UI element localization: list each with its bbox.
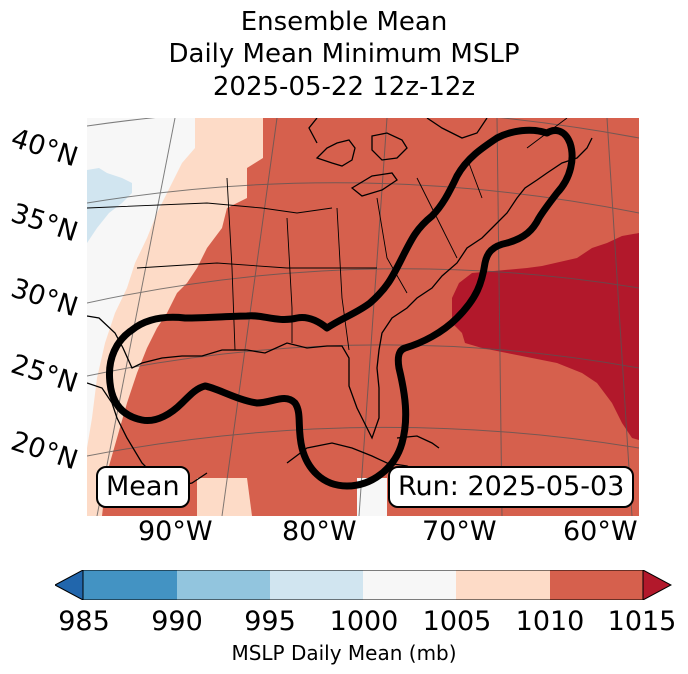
- colorbar-tick-990: 990: [151, 606, 203, 637]
- title-line-2: Daily Mean Minimum MSLP: [168, 39, 520, 69]
- field-1000-1005-south: [357, 478, 387, 516]
- map-panel: Mean Run: 2025-05-03: [87, 118, 639, 516]
- colorbar-segment-1005-1010: [456, 570, 550, 600]
- lon-label-80w: 80°W: [282, 516, 357, 547]
- lat-label-40n: 40°N: [7, 122, 82, 174]
- title-line-1: Ensemble Mean: [240, 7, 448, 37]
- map-svg: [87, 118, 639, 516]
- colorbar-segment-1000-1005: [363, 570, 456, 600]
- colorbar-tick-1015: 1015: [607, 606, 677, 637]
- colorbar: [55, 570, 672, 600]
- graticule: [87, 118, 639, 516]
- run-date-box: Run: 2025-05-03: [388, 466, 635, 508]
- field-995-1000: [87, 168, 132, 243]
- colorbar-tick-1000: 1000: [329, 606, 399, 637]
- lat-label-25n: 25°N: [7, 348, 82, 400]
- colorbar-tick-1005: 1005: [422, 606, 492, 637]
- colorbar-label: MSLP Daily Mean (mb): [231, 641, 457, 665]
- ensemble-contour: [105, 126, 576, 490]
- colorbar-segment-995-1000: [270, 570, 363, 600]
- colorbar-tick-985: 985: [58, 606, 110, 637]
- colorbar-tick-995: 995: [244, 606, 296, 637]
- lat-label-30n: 30°N: [7, 272, 82, 324]
- colorbar-segment-985-990: [83, 570, 177, 600]
- lon-label-90w: 90°W: [138, 516, 213, 547]
- mean-label-box: Mean: [96, 466, 190, 508]
- colorbar-extend-high: [642, 570, 672, 600]
- lon-label-70w: 70°W: [422, 516, 497, 547]
- colorbar-tick-1010: 1010: [515, 606, 585, 637]
- colorbar-extend-low: [55, 570, 84, 600]
- lat-label-35n: 35°N: [7, 197, 82, 249]
- title-line-3: 2025-05-22 12z-12z: [212, 72, 476, 102]
- colorbar-segment-1010-1015: [550, 570, 643, 600]
- lat-label-20n: 20°N: [7, 425, 82, 477]
- colorbar-segment-990-995: [177, 570, 270, 600]
- colorbar-outline: [82, 570, 644, 600]
- coastlines: [87, 118, 593, 487]
- lon-label-60w: 60°W: [563, 516, 638, 547]
